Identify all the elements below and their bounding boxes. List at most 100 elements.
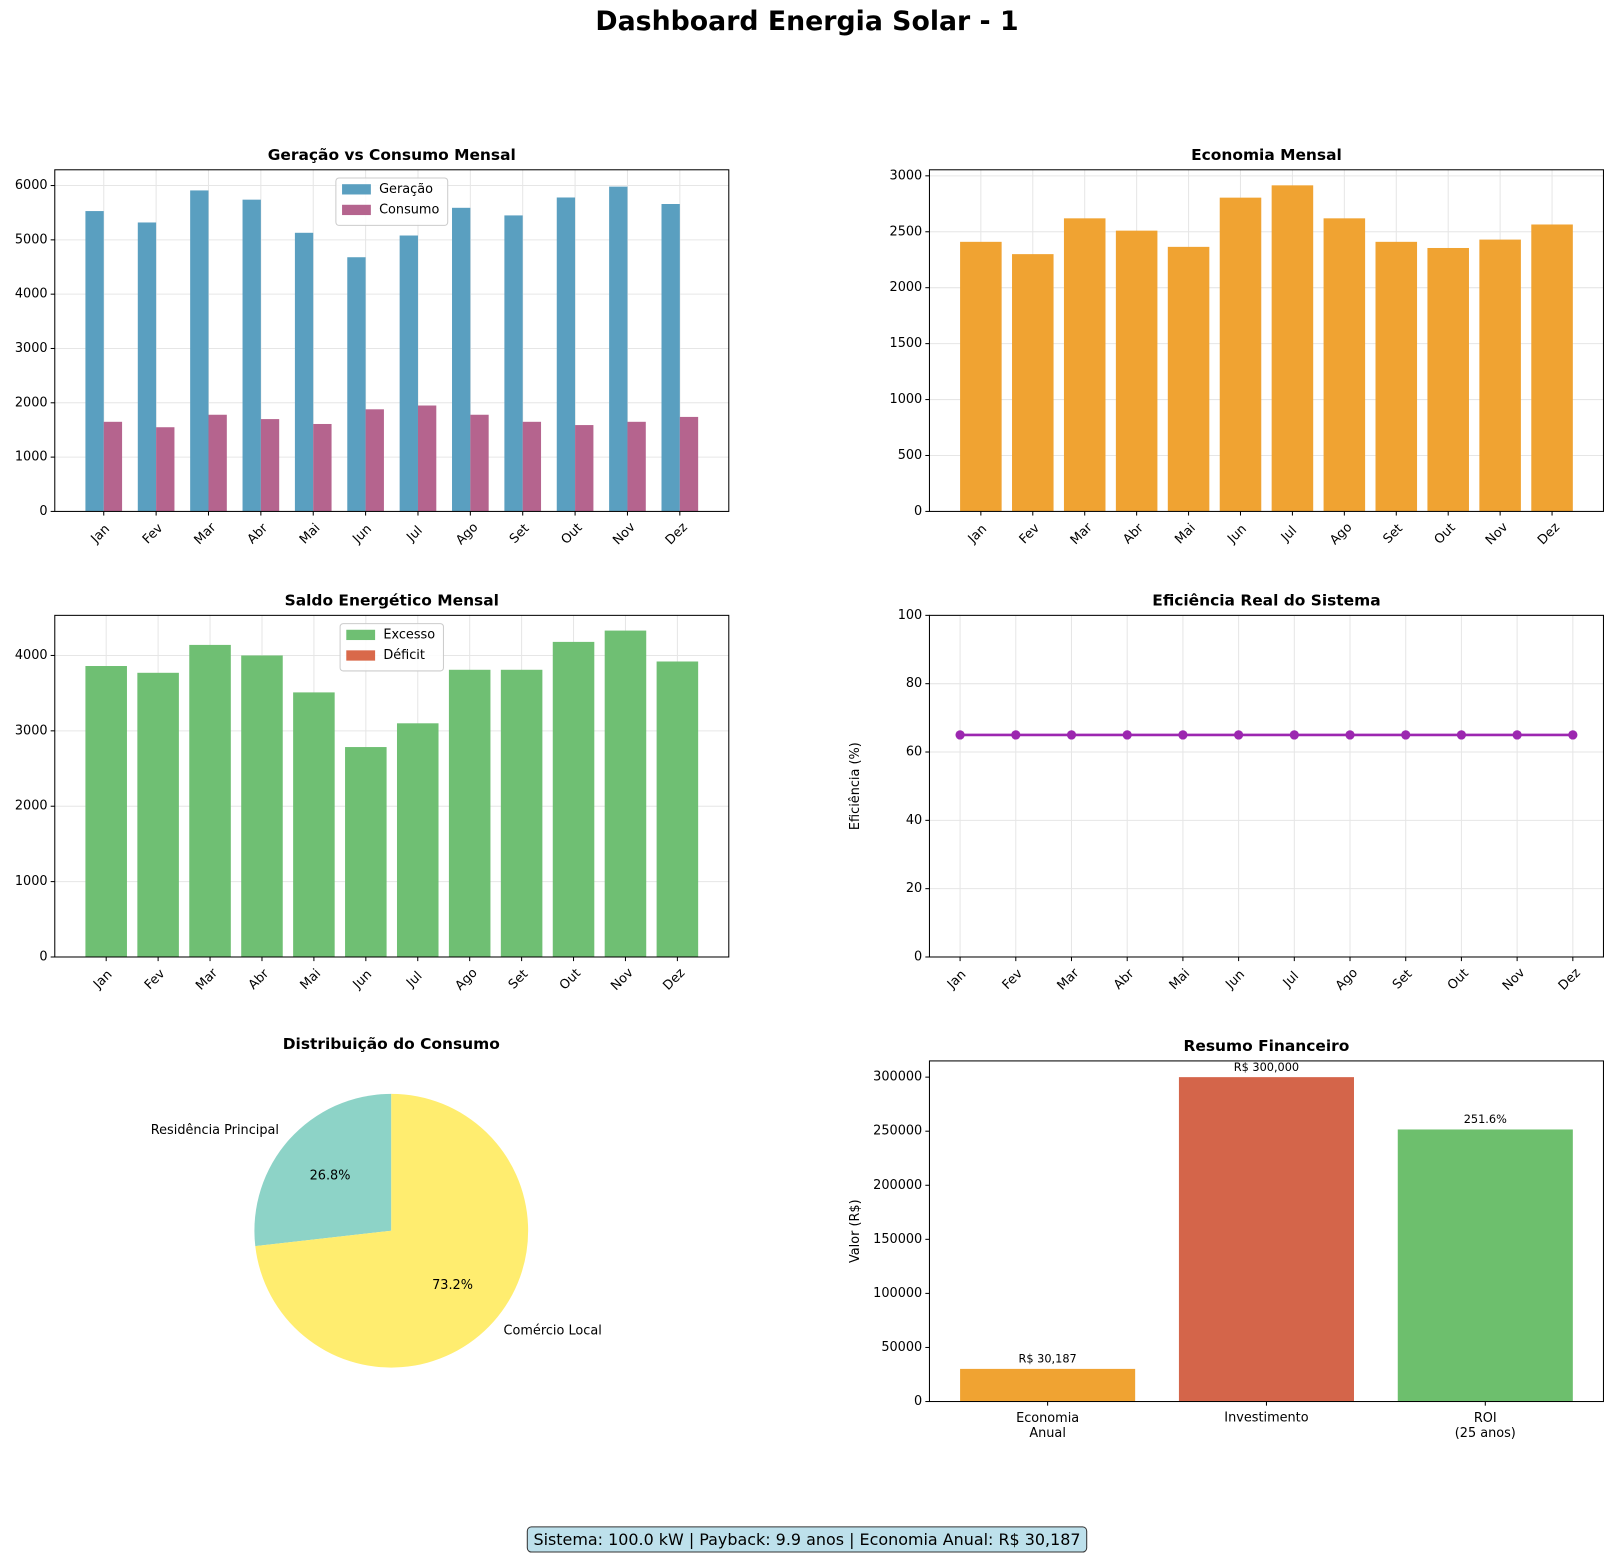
bar bbox=[293, 692, 335, 957]
y-tick-label: 6000 bbox=[15, 178, 48, 193]
x-tick-label: Ago bbox=[453, 520, 481, 548]
x-tick-label: Fev bbox=[140, 521, 167, 548]
bar bbox=[1271, 185, 1314, 512]
bar bbox=[417, 405, 437, 512]
marker bbox=[1011, 730, 1021, 740]
x-tick-label: Ago bbox=[1333, 965, 1361, 993]
x-tick-label: Jan bbox=[90, 967, 115, 992]
marker bbox=[1122, 730, 1132, 740]
axes-frame bbox=[928, 1060, 1604, 1403]
x-tick-label: Nov bbox=[1500, 965, 1529, 994]
y-tick-label: 250000 bbox=[873, 1124, 922, 1139]
legend-label: Consumo bbox=[379, 202, 439, 217]
x-tick-label: Nov bbox=[610, 520, 639, 549]
bar bbox=[575, 425, 594, 512]
bar bbox=[452, 207, 471, 512]
bar bbox=[242, 199, 261, 512]
bar bbox=[1531, 224, 1573, 512]
x-tick-label: Jun bbox=[1222, 967, 1248, 993]
bar bbox=[399, 235, 418, 512]
slice-pct: 26.8% bbox=[310, 1169, 351, 1184]
subplot-title: Geração vs Consumo Mensal bbox=[268, 146, 516, 164]
subplot-title: Economia Mensal bbox=[1191, 146, 1342, 164]
bar bbox=[960, 241, 1002, 512]
y-tick-label: 4000 bbox=[15, 648, 48, 663]
y-tick-label: 2000 bbox=[15, 799, 48, 814]
x-tick-label: Out bbox=[1445, 966, 1472, 993]
bar bbox=[960, 1368, 1136, 1402]
x-tick-label: Mar bbox=[193, 965, 221, 993]
marker bbox=[1289, 730, 1299, 740]
bar bbox=[294, 232, 314, 512]
legend-swatch bbox=[342, 204, 371, 216]
bar bbox=[1012, 254, 1054, 512]
bar bbox=[1115, 230, 1158, 512]
slice-label: Residência Principal bbox=[151, 1123, 279, 1138]
bar bbox=[656, 661, 699, 957]
x-tick-label: Jul bbox=[403, 523, 425, 545]
bar bbox=[627, 421, 646, 512]
value-label: R$ 30,187 bbox=[1019, 1353, 1077, 1366]
x-tick-label: Jan bbox=[944, 967, 969, 992]
subplot-title: Saldo Energético Mensal bbox=[285, 591, 499, 609]
x-tick-label: Dez bbox=[660, 965, 688, 993]
marker bbox=[955, 730, 965, 740]
marker bbox=[1512, 730, 1522, 740]
subplot-title: Resumo Financeiro bbox=[1184, 1037, 1350, 1055]
x-tick-label: Investimento bbox=[1224, 1410, 1308, 1425]
y-tick-label: 3000 bbox=[15, 723, 48, 738]
bar bbox=[1479, 239, 1521, 512]
x-tick-label: Dez bbox=[1556, 965, 1584, 993]
x-tick-label: Fev bbox=[1017, 521, 1044, 548]
marker bbox=[1233, 730, 1244, 740]
x-tick-label: Out bbox=[1432, 521, 1459, 548]
bar bbox=[103, 421, 123, 512]
legend-label: Excesso bbox=[383, 627, 435, 642]
marker bbox=[1456, 730, 1467, 740]
x-tick-label: Ago bbox=[453, 965, 481, 993]
y-tick-label: 2000 bbox=[890, 280, 923, 295]
bar bbox=[85, 666, 127, 957]
bar bbox=[1427, 247, 1469, 512]
axes-frame bbox=[54, 169, 730, 512]
subplot-title: Distribuição do Consumo bbox=[283, 1035, 500, 1053]
y-tick-label: 150000 bbox=[873, 1232, 922, 1247]
bar bbox=[609, 186, 628, 512]
bar bbox=[137, 222, 157, 512]
y-tick-label: 5000 bbox=[15, 232, 48, 247]
x-tick-label: Out bbox=[558, 521, 585, 548]
legend-label: Geração bbox=[379, 182, 433, 197]
bar bbox=[1397, 1129, 1573, 1402]
x-tick-label: Mai bbox=[297, 521, 324, 548]
y-tick-label: 0 bbox=[914, 949, 922, 964]
bar bbox=[365, 409, 384, 512]
x-tick-label: Jul bbox=[1280, 969, 1302, 991]
x-tick-label: Abr bbox=[245, 520, 272, 547]
legend-swatch bbox=[346, 650, 376, 661]
axes-frame bbox=[928, 614, 1604, 958]
bar bbox=[1375, 241, 1418, 512]
value-label: 251.6% bbox=[1464, 1113, 1507, 1126]
y-tick-label: 80 bbox=[906, 676, 922, 691]
x-tick-label: Jun bbox=[349, 522, 375, 548]
x-tick-label: Economia Anual bbox=[1016, 1410, 1079, 1440]
bar bbox=[85, 211, 104, 512]
x-tick-label: Nov bbox=[1483, 520, 1512, 549]
x-tick-label: Mai bbox=[1167, 966, 1194, 993]
x-tick-label: Set bbox=[1380, 521, 1406, 547]
bar bbox=[604, 630, 647, 957]
bar bbox=[500, 669, 543, 957]
x-tick-label: Dez bbox=[1535, 520, 1563, 548]
bar bbox=[552, 641, 595, 957]
y-tick-label: 1000 bbox=[15, 874, 48, 889]
axes-frame bbox=[54, 614, 730, 958]
y-tick-label: 60 bbox=[906, 745, 922, 760]
bar bbox=[137, 672, 179, 957]
bar bbox=[1167, 246, 1210, 512]
bar bbox=[470, 414, 489, 512]
marker bbox=[1401, 730, 1411, 740]
x-tick-label: Abr bbox=[1111, 966, 1138, 993]
bar bbox=[347, 257, 366, 512]
bar bbox=[189, 644, 231, 957]
